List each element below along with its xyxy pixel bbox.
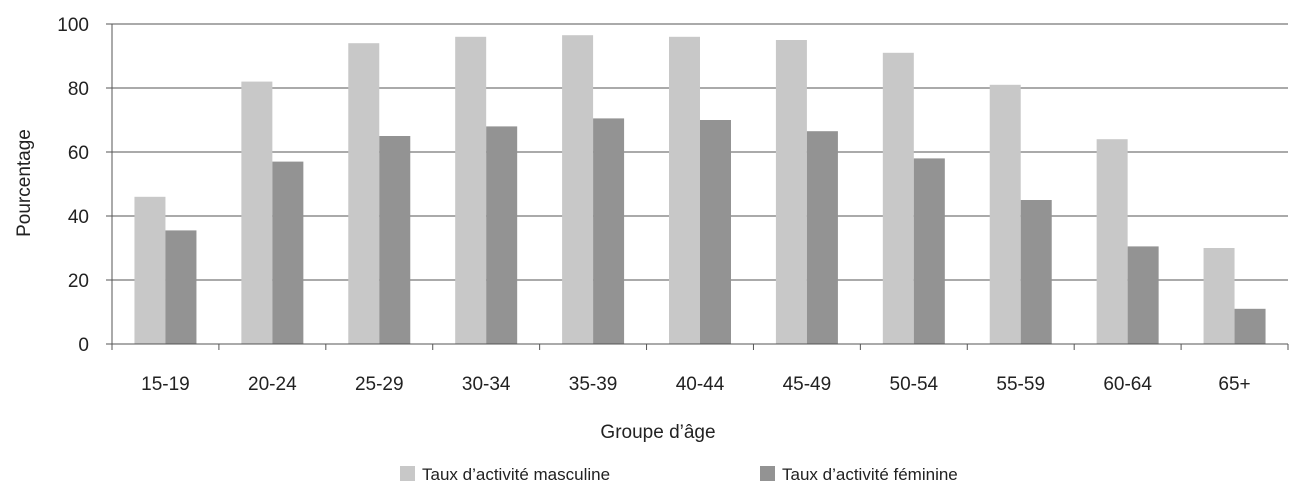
bar-feminine — [272, 161, 304, 344]
y-tick-label: 20 — [68, 271, 89, 292]
x-tick-label: 55-59 — [996, 374, 1045, 395]
x-tick-label: 45-49 — [783, 374, 832, 395]
y-tick-label: 60 — [68, 143, 89, 164]
x-tick-label: 20-24 — [248, 374, 297, 395]
bar-masculine — [882, 52, 914, 345]
y-tick-labels: 0 20 40 60 80 100 — [57, 15, 89, 356]
x-tick-label: 15-19 — [141, 374, 190, 395]
bar-feminine — [700, 120, 731, 344]
bar-masculine — [241, 81, 273, 344]
bar-feminine — [486, 126, 518, 345]
bar-masculine — [775, 40, 807, 344]
axes — [111, 24, 1289, 350]
bar-feminine — [1127, 246, 1159, 344]
bar-masculine — [989, 84, 1021, 345]
bar-feminine — [1234, 308, 1266, 344]
x-tick-label: 65+ — [1218, 374, 1250, 395]
bar-feminine — [806, 131, 838, 344]
bar-feminine — [593, 118, 625, 345]
legend: Taux d’activité masculine Taux d’activit… — [400, 465, 958, 484]
legend-label-masculine: Taux d’activité masculine — [422, 465, 610, 484]
bar-masculine — [455, 36, 487, 345]
y-tick-label: 80 — [68, 79, 89, 100]
legend-swatch-masculine — [400, 466, 415, 481]
bar-masculine — [1096, 139, 1128, 344]
bars — [134, 35, 1266, 345]
x-tick-label: 60-64 — [1103, 374, 1152, 395]
bar-masculine — [669, 36, 700, 345]
bar-masculine — [348, 43, 380, 344]
y-tick-label: 40 — [68, 207, 89, 228]
y-axis-title: Pourcentage — [14, 129, 35, 237]
y-tick-label: 100 — [57, 15, 89, 36]
x-tick-label: 35-39 — [569, 374, 618, 395]
legend-label-feminine: Taux d’activité féminine — [782, 465, 958, 484]
bar-feminine — [165, 230, 197, 344]
bar-feminine — [379, 136, 411, 344]
bar-masculine — [562, 35, 594, 344]
x-tick-label: 50-54 — [890, 374, 939, 395]
bar-feminine — [1020, 200, 1052, 344]
y-tick-label: 0 — [78, 335, 89, 356]
x-tick-label: 25-29 — [355, 374, 404, 395]
bar-masculine — [1203, 248, 1235, 344]
x-tick-labels: 15-19 20-24 25-29 30-34 35-39 40-44 45-49 50-54… — [141, 374, 1251, 395]
bar-masculine — [134, 196, 166, 344]
legend-swatch-feminine — [760, 466, 775, 481]
x-tick-label: 30-34 — [462, 374, 511, 395]
x-tick-label: 40-44 — [676, 374, 725, 395]
bar-feminine — [913, 158, 945, 344]
x-axis-title: Groupe d’âge — [600, 422, 715, 443]
